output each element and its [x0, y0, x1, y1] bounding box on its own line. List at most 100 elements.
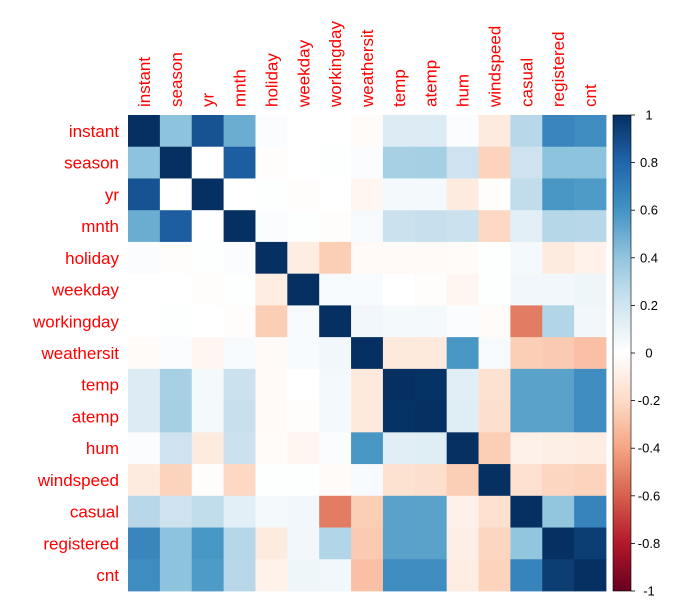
heatmap-cell-season-instant	[128, 146, 161, 179]
heatmap-cell-hum-instant	[128, 432, 161, 465]
heatmap-cell-yr-weekday	[287, 178, 320, 211]
heatmap-cell-casual-temp	[382, 495, 416, 528]
heatmap-cell-workingday-windspeed	[478, 305, 511, 338]
heatmap-cell-instant-atemp	[414, 115, 448, 148]
row-label-casual: casual	[70, 503, 119, 522]
heatmap-cell-instant-workingday	[319, 115, 352, 148]
heatmap-cell-atemp-weekday	[287, 400, 320, 433]
row-label-weekday: weekday	[51, 281, 120, 300]
heatmap-cell-season-weekday	[287, 146, 320, 179]
heatmap-cell-workingday-cnt	[574, 305, 607, 338]
column-label-casual: casual	[517, 58, 536, 107]
column-label-instant: instant	[135, 57, 154, 107]
heatmap-cell-windspeed-weathersit	[351, 464, 384, 497]
heatmap-cell-windspeed-weekday	[287, 464, 320, 497]
heatmap-cell-windspeed-cnt	[574, 464, 607, 497]
heatmap-cell-atemp-season	[159, 400, 193, 433]
heatmap-cell-holiday-season	[159, 241, 193, 275]
heatmap-cell-casual-mnth	[223, 495, 256, 528]
heatmap-cell-temp-mnth	[223, 368, 256, 401]
heatmap-cell-windspeed-season	[159, 464, 193, 497]
column-label-hum: hum	[454, 74, 473, 107]
heatmap-cell-temp-instant	[128, 368, 161, 401]
heatmap-cell-atemp-mnth	[223, 400, 256, 433]
heatmap-cell-weathersit-holiday	[255, 337, 288, 370]
heatmap-cell-registered-registered	[542, 527, 575, 560]
heatmap-cell-windspeed-yr	[191, 464, 224, 497]
heatmap-cell-workingday-holiday	[255, 305, 288, 338]
heatmap-cell-mnth-workingday	[319, 210, 352, 243]
heatmap-cell-windspeed-mnth	[223, 464, 256, 497]
heatmap-cell-weathersit-season	[159, 337, 193, 370]
column-label-weekday: weekday	[294, 39, 313, 108]
colorbar-gradient	[612, 114, 632, 592]
heatmap-cell-temp-season	[159, 368, 193, 401]
heatmap-cell-casual-yr	[191, 495, 224, 528]
heatmap-cell-temp-temp	[382, 368, 416, 401]
heatmap-cell-season-registered	[542, 146, 575, 179]
heatmap-cell-weathersit-temp	[382, 337, 416, 370]
heatmap-cell-weekday-windspeed	[478, 273, 511, 306]
heatmap-cell-registered-windspeed	[478, 527, 511, 560]
heatmap-cell-atemp-temp	[382, 400, 416, 433]
heatmap-cell-cnt-mnth	[223, 559, 256, 592]
heatmap-cell-temp-cnt	[574, 368, 607, 401]
heatmap-cell-atemp-atemp	[414, 400, 448, 433]
heatmap-cell-registered-instant	[128, 527, 161, 560]
heatmap-cell-mnth-temp	[382, 210, 416, 243]
heatmap-cell-weekday-registered	[542, 273, 575, 306]
heatmap-cell-cnt-weekday	[287, 559, 320, 592]
heatmap-cell-temp-yr	[191, 368, 224, 401]
heatmap-cell-instant-hum	[446, 115, 479, 148]
heatmap-cell-hum-cnt	[574, 432, 607, 465]
heatmap-cell-workingday-registered	[542, 305, 575, 338]
heatmap-cell-weathersit-hum	[446, 337, 479, 370]
heatmap-cell-yr-windspeed	[478, 178, 511, 211]
heatmap-cell-holiday-windspeed	[478, 241, 511, 275]
heatmap-cell-instant-season	[159, 115, 193, 148]
heatmap-cell-hum-weathersit	[351, 432, 384, 465]
heatmap-cell-casual-workingday	[319, 495, 352, 528]
row-label-cnt: cnt	[96, 566, 119, 585]
heatmap-cell-casual-casual	[510, 495, 543, 528]
heatmap-cell-workingday-season	[159, 305, 193, 338]
colorbar-tick-label: 0.6	[640, 203, 658, 218]
column-label-holiday: holiday	[262, 53, 281, 107]
heatmap-cell-windspeed-casual	[510, 464, 543, 497]
heatmap-cell-hum-mnth	[223, 432, 256, 465]
heatmap-cell-weekday-instant	[128, 273, 161, 306]
heatmap-cell-mnth-windspeed	[478, 210, 511, 243]
heatmap-cell-yr-weathersit	[351, 178, 384, 211]
heatmap-cell-workingday-workingday	[319, 305, 352, 338]
heatmap-cell-temp-hum	[446, 368, 479, 401]
heatmap-cell-casual-season	[159, 495, 193, 528]
colorbar-tick-label: 0.8	[640, 155, 658, 170]
column-label-season: season	[167, 52, 186, 107]
heatmap-cell-workingday-yr	[191, 305, 224, 338]
colorbar-tick-label: -0.8	[638, 536, 660, 551]
heatmap-cell-yr-instant	[128, 178, 161, 211]
heatmap-cell-instant-holiday	[255, 115, 288, 148]
row-label-instant: instant	[69, 122, 119, 141]
colorbar-tick-label: -1	[643, 584, 655, 599]
heatmap-cell-hum-weekday	[287, 432, 320, 465]
heatmap-cell-hum-workingday	[319, 432, 352, 465]
heatmap-cell-instant-weekday	[287, 115, 320, 148]
heatmap-cell-mnth-atemp	[414, 210, 448, 243]
heatmap-cell-cnt-temp	[382, 559, 416, 592]
heatmap-cell-weathersit-weathersit	[351, 337, 384, 370]
heatmap-cell-temp-holiday	[255, 368, 288, 401]
column-label-windspeed: windspeed	[485, 26, 504, 108]
row-label-weathersit: weathersit	[41, 344, 120, 363]
colorbar-tick-label: -0.4	[638, 441, 660, 456]
heatmap-cell-holiday-weathersit	[351, 241, 384, 275]
heatmap-cell-weathersit-cnt	[574, 337, 607, 370]
heatmap-cell-windspeed-windspeed	[478, 464, 511, 497]
heatmap-cell-cnt-atemp	[414, 559, 448, 592]
heatmap-cell-yr-hum	[446, 178, 479, 211]
heatmap-cell-weekday-casual	[510, 273, 543, 306]
heatmap-cell-atemp-casual	[510, 400, 543, 433]
heatmap-cell-cnt-windspeed	[478, 559, 511, 592]
heatmap-cell-registered-atemp	[414, 527, 448, 560]
heatmap-cell-holiday-yr	[191, 241, 224, 275]
